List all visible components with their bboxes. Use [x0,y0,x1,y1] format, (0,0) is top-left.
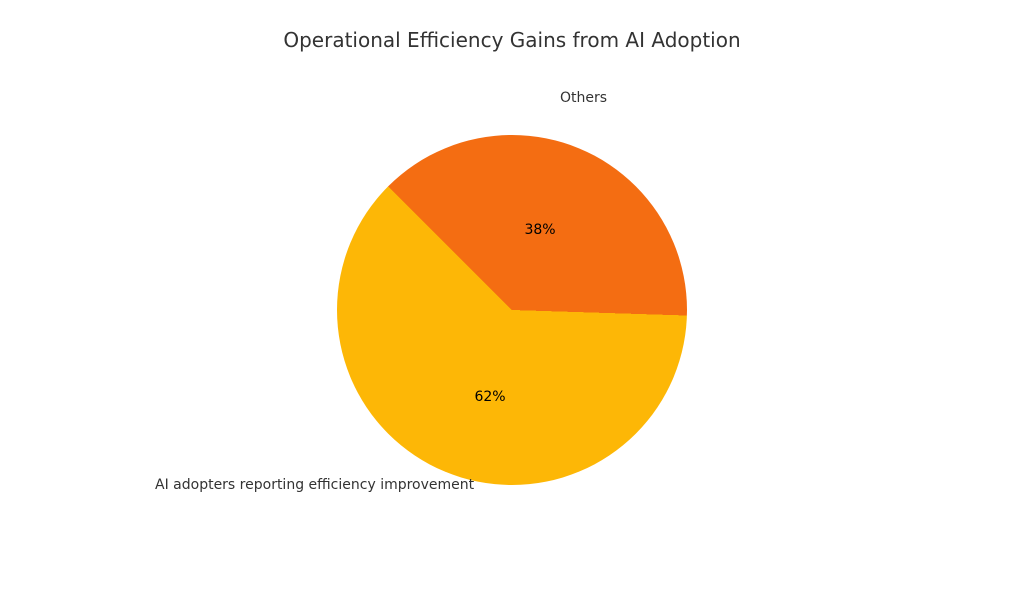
slice-label-ai-adopters: AI adopters reporting efficiency improve… [155,477,474,493]
chart-title: Operational Efficiency Gains from AI Ado… [0,28,1024,52]
pie-wrap [337,135,687,485]
slice-label-others: Others [560,90,607,106]
chart-container: Operational Efficiency Gains from AI Ado… [0,0,1024,614]
slice-pct-ai-adopters: 62% [474,389,505,405]
pie-chart [337,135,687,485]
slice-pct-others: 38% [524,222,555,238]
